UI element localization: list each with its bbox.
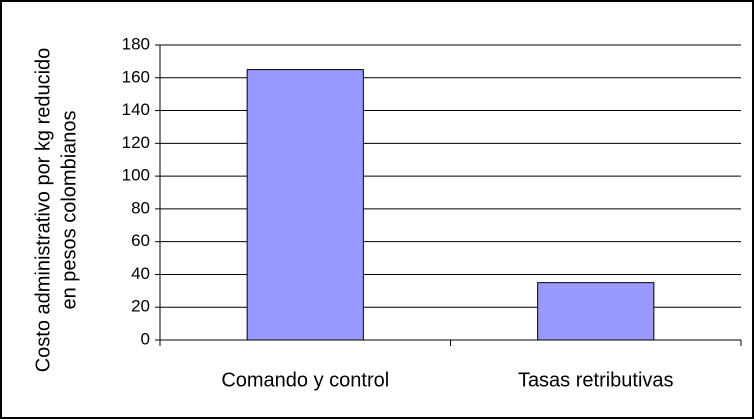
x-tick-label: Comando y control xyxy=(221,369,389,391)
bar xyxy=(537,282,655,341)
y-tick-label: 80 xyxy=(131,198,150,217)
y-tick-label: 140 xyxy=(122,100,150,119)
bar xyxy=(246,69,364,341)
y-tick-label: 120 xyxy=(122,133,150,152)
y-tick-label: 180 xyxy=(122,34,150,53)
y-axis-label: en pesos colombianos xyxy=(58,110,80,309)
x-tick-label: Tasas retributivas xyxy=(518,369,674,391)
y-tick-label: 0 xyxy=(141,329,150,348)
y-axis-label: Costo administrativo por kg reducido xyxy=(32,48,54,373)
y-tick-label: 20 xyxy=(131,297,150,316)
y-tick-label: 160 xyxy=(122,67,150,86)
y-tick-label: 60 xyxy=(131,231,150,250)
y-tick-label: 100 xyxy=(122,166,150,185)
y-tick-label: 40 xyxy=(131,264,150,283)
